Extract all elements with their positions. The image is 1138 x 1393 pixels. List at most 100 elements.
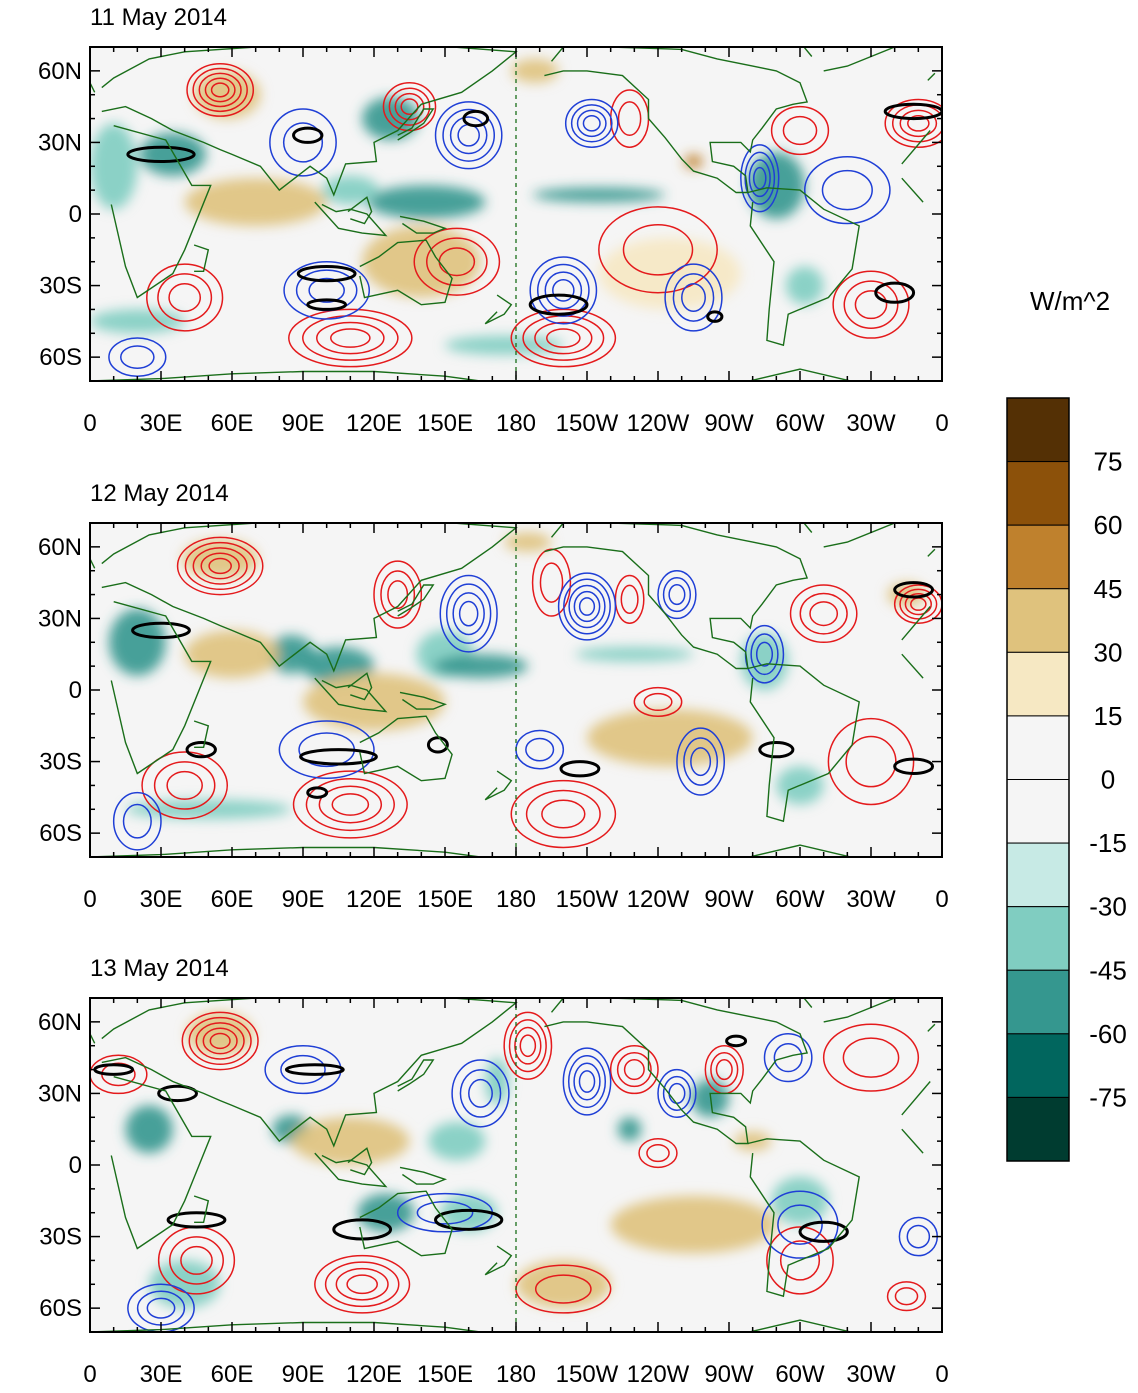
shading-blob (771, 1176, 829, 1225)
x-tick-label: 30E (140, 410, 183, 437)
negative-contour (657, 569, 697, 620)
negative-contour (552, 278, 575, 302)
negative-contour (458, 600, 479, 627)
positive-contour (525, 789, 601, 839)
positive-contour (899, 588, 938, 620)
shading-blob (511, 58, 559, 83)
negative-contour (416, 1200, 474, 1225)
x-tick-label: 150W (556, 410, 619, 437)
positive-contour (643, 692, 673, 712)
y-tick-label: 0 (69, 201, 82, 228)
x-tick-label: 90E (282, 1361, 325, 1388)
coastline (399, 1166, 448, 1185)
positive-contour (646, 1143, 670, 1163)
positive-contour (622, 223, 694, 276)
positive-contour (508, 1019, 547, 1073)
negative-contour (573, 590, 601, 623)
coastline (747, 663, 860, 823)
shading-blob (90, 309, 185, 334)
x-tick-label: 60E (211, 1361, 254, 1388)
positive-contour (380, 570, 416, 619)
negative-contour (803, 155, 891, 225)
colorbar-swatch (1006, 842, 1070, 908)
positive-contour (616, 1051, 652, 1088)
positive-contour (141, 751, 229, 820)
shading-blob (532, 187, 666, 203)
colorbar-swatch (1006, 1096, 1070, 1162)
coastline (110, 601, 212, 775)
coastline (803, 523, 895, 548)
positive-contour (192, 547, 248, 585)
y-tick-label: 60S (39, 344, 82, 371)
positive-contour (346, 1274, 378, 1295)
positive-contour (387, 580, 409, 610)
positive-contour (330, 328, 371, 348)
positive-contour (90, 1054, 148, 1095)
shading-blob (587, 709, 753, 767)
shading-blob (184, 178, 327, 226)
x-tick-label: 180 (496, 1361, 536, 1388)
positive-contour (539, 562, 564, 603)
highlight-contour (559, 760, 601, 778)
positive-contour (166, 770, 203, 800)
shading-blob (291, 1117, 410, 1165)
x-tick-label: 90E (282, 886, 325, 913)
coastline (927, 548, 936, 557)
x-tick-label: 60E (211, 886, 254, 913)
colorbar-swatch (1006, 651, 1070, 717)
coastline (193, 720, 210, 748)
positive-contour (210, 82, 230, 98)
negative-contour (562, 1047, 612, 1116)
positive-contour (519, 1034, 537, 1058)
x-tick-label: 90W (704, 1361, 754, 1388)
negative-contour (690, 747, 712, 777)
negative-contour (468, 1078, 493, 1108)
shading-blob (610, 1196, 777, 1254)
negative-contour (681, 282, 706, 313)
negative-contour (755, 641, 774, 667)
positive-contour (388, 87, 431, 126)
coastline (193, 1195, 210, 1224)
coastline (747, 187, 860, 347)
coastline (359, 715, 453, 782)
coastline (927, 72, 936, 81)
positive-contour (782, 115, 818, 146)
positive-contour (394, 92, 425, 121)
positive-contour (789, 584, 858, 644)
negative-contour (283, 260, 371, 320)
negative-contour (582, 115, 601, 132)
colorbar-swatch (1006, 715, 1070, 781)
positive-contour (316, 321, 385, 355)
highlight-contour (126, 145, 196, 164)
y-tick-label: 60S (39, 1295, 82, 1322)
x-tick-label: 30E (140, 886, 183, 913)
positive-contour (426, 237, 488, 287)
shading-blob (90, 123, 138, 210)
y-tick-label: 30N (38, 605, 82, 632)
panel-1: 11 May 2014 0 30E 60E 90E 120E 150E 180 150W 120W… (38, 4, 949, 437)
highlight-contour (306, 298, 348, 311)
positive-contour (623, 1058, 645, 1081)
colorbar-label: -75 (1089, 1082, 1127, 1112)
negative-contour (544, 271, 583, 310)
panel-title: 13 May 2014 (90, 955, 229, 982)
colorbar-swatch (1006, 779, 1070, 844)
negative-contour (662, 1075, 692, 1112)
positive-contour (324, 1261, 400, 1308)
coastline (359, 1190, 453, 1257)
positive-contour (827, 717, 915, 806)
highlight-contour (306, 786, 329, 799)
negative-contour (445, 583, 492, 644)
negative-contour (676, 727, 726, 796)
positive-contour (208, 557, 232, 575)
negative-contour (578, 1070, 596, 1093)
negative-contour (459, 1069, 502, 1118)
negative-contour (750, 633, 779, 676)
shading-blob (445, 335, 564, 355)
positive-contour (886, 1281, 927, 1312)
x-tick-label: 90E (282, 410, 325, 437)
coastline (484, 1245, 513, 1276)
positive-contour (413, 227, 501, 296)
negative-contour (146, 1297, 176, 1319)
